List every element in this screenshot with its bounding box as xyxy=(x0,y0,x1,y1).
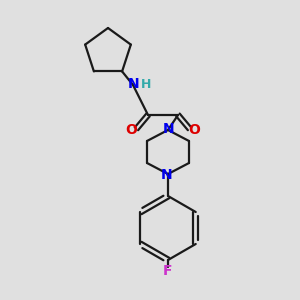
Text: N: N xyxy=(163,122,175,136)
Text: O: O xyxy=(125,123,137,137)
Text: N: N xyxy=(128,77,140,91)
Text: O: O xyxy=(189,123,200,137)
Text: F: F xyxy=(163,264,173,278)
Text: H: H xyxy=(141,77,151,91)
Text: N: N xyxy=(161,168,173,182)
